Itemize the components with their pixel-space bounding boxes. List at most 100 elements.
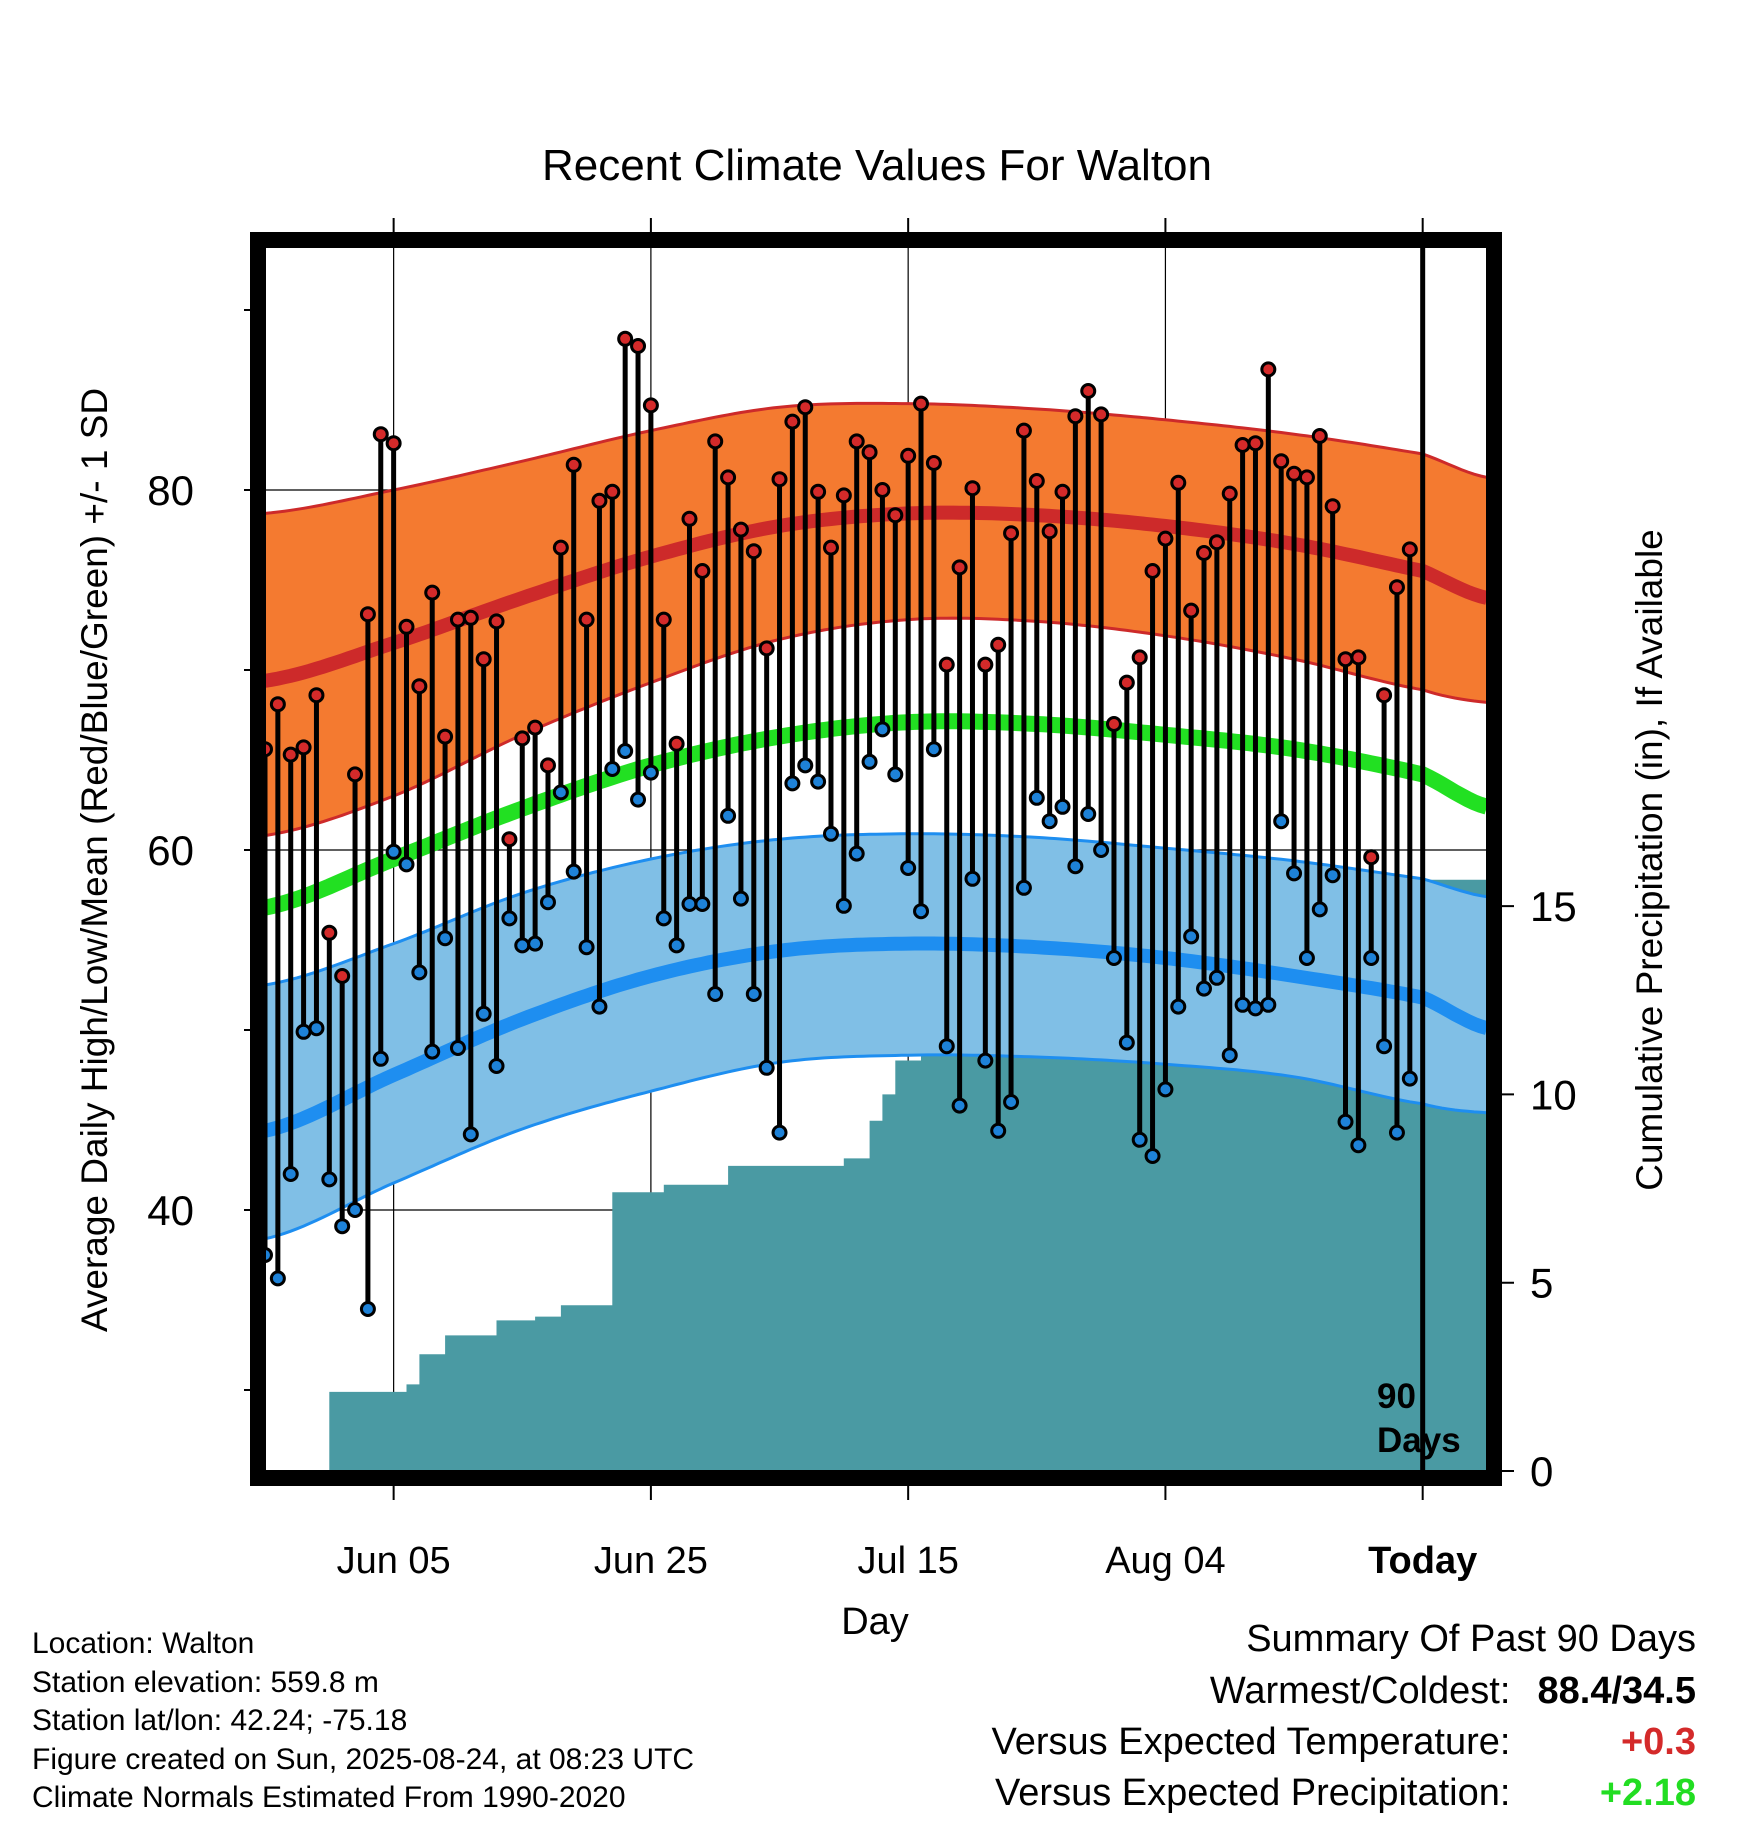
x-tick-label: Today <box>1368 1540 1477 1582</box>
daily-high-point <box>565 456 582 473</box>
daily-low-point <box>810 773 827 790</box>
daily-low-point <box>411 964 428 981</box>
daily-low-point <box>552 784 569 801</box>
daily-high-point <box>282 746 299 763</box>
daily-high-point <box>1324 498 1341 515</box>
daily-low-point <box>1401 1070 1418 1087</box>
daily-low-point <box>720 807 737 824</box>
location-text: Location: Walton <box>32 1627 255 1660</box>
daily-high-point <box>488 613 505 630</box>
daily-low-point <box>359 1301 376 1317</box>
daily-high-point <box>385 435 402 452</box>
daily-high-point <box>449 611 466 628</box>
y-tick-label: 80 <box>147 467 194 514</box>
daily-low-point <box>1080 806 1097 822</box>
daily-high-point <box>732 521 749 538</box>
daily-low-point <box>424 1043 441 1060</box>
high-sd-band <box>265 403 1487 836</box>
daily-low-point <box>887 766 904 783</box>
daily-low-point <box>1221 1047 1238 1064</box>
precip-anomaly-label: Versus Expected Precipitation: <box>995 1772 1511 1814</box>
daily-low-point <box>295 1023 312 1040</box>
daily-high-point <box>1350 649 1367 666</box>
daily-low-point <box>604 761 621 777</box>
plot-frame <box>250 232 1502 1486</box>
daily-high-point <box>925 455 942 471</box>
daily-low-point <box>630 791 647 808</box>
daily-high-point <box>681 510 698 527</box>
daily-high-point <box>887 507 904 524</box>
daily-high-point <box>951 559 968 576</box>
daily-high-point <box>964 480 981 497</box>
daily-low-point <box>269 1270 286 1287</box>
daily-low-point <box>771 1124 788 1141</box>
axes: 40 60 80 0 5 10 15 Jun 05 Jun 25 Jul 15 Aug 04 Toda… <box>147 218 1577 1582</box>
daily-high-point <box>1093 406 1110 423</box>
daily-high-point <box>1118 674 1135 691</box>
x-tick-label: Jun 25 <box>594 1540 708 1582</box>
daily-low-point <box>1028 789 1045 806</box>
daily-low-point <box>655 910 672 927</box>
daily-high-point <box>295 739 312 756</box>
daily-low-point <box>1170 998 1187 1015</box>
daily-high-point <box>848 433 865 450</box>
daily-low-point <box>437 930 454 947</box>
daily-low-point <box>1234 996 1251 1013</box>
daily-low-point <box>925 741 942 758</box>
x-tick-label: Jul 15 <box>857 1540 958 1582</box>
daily-low-point <box>488 1058 505 1074</box>
daily-high-point <box>372 426 389 443</box>
daily-high-point <box>745 543 762 560</box>
daily-low-point <box>1208 969 1225 986</box>
warm-cold-value: 88.4/34.5 <box>1537 1670 1696 1712</box>
daily-low-point <box>1118 1034 1135 1051</box>
daily-low-point <box>1324 867 1341 884</box>
y-tick-label: 40 <box>147 1187 194 1234</box>
daily-low-point <box>951 1097 968 1114</box>
daily-high-point <box>642 397 659 414</box>
y2-tick-label: 5 <box>1530 1260 1553 1307</box>
daily-high-point <box>1144 563 1161 579</box>
daily-high-point <box>797 399 814 416</box>
daily-high-point <box>1054 483 1071 500</box>
daily-high-point <box>334 968 351 984</box>
daily-low-point <box>475 1005 492 1022</box>
daily-low-point <box>1376 1038 1393 1055</box>
daily-low-point <box>1350 1137 1367 1154</box>
daily-high-point <box>874 482 891 498</box>
daily-high-point <box>347 766 364 783</box>
daily-low-point <box>1388 1124 1405 1141</box>
daily-low-point <box>398 856 415 873</box>
daily-high-point <box>1183 602 1200 619</box>
y2-tick-label: 10 <box>1530 1071 1577 1118</box>
daily-low-point <box>1015 879 1032 896</box>
daily-high-point <box>1221 485 1238 502</box>
daily-low-point <box>578 939 595 956</box>
daily-high-point <box>1208 534 1225 551</box>
daily-high-point <box>938 656 955 673</box>
daily-high-point <box>1337 651 1354 668</box>
daily-low-point <box>1260 996 1277 1013</box>
daily-low-point <box>707 986 724 1002</box>
daily-low-point <box>642 764 659 781</box>
daily-low-point <box>617 743 634 759</box>
daily-low-point <box>565 863 582 880</box>
daily-low-point <box>1196 980 1213 997</box>
daily-high-point <box>578 611 595 628</box>
station-info: Location: Walton Station elevation: 559.… <box>32 1625 694 1818</box>
daily-high-point <box>539 757 556 774</box>
period-label-number: 90 <box>1377 1377 1416 1416</box>
daily-low-point <box>732 890 749 907</box>
daily-high-point <box>308 687 325 704</box>
daily-high-point <box>990 636 1007 653</box>
low-lower-edge <box>265 1053 1487 1241</box>
daily-high-point <box>1388 579 1405 596</box>
y2-axis-label: Cumulative Precipitation (in), If Availa… <box>1629 529 1670 1191</box>
daily-high-point <box>1028 473 1045 489</box>
y2-tick-label: 0 <box>1530 1448 1553 1495</box>
daily-low-point <box>1363 950 1380 966</box>
daily-observations <box>265 330 1418 1317</box>
daily-low-point <box>347 1202 364 1218</box>
temp-anomaly-label: Versus Expected Temperature: <box>991 1721 1511 1763</box>
daily-low-point <box>1337 1113 1354 1130</box>
